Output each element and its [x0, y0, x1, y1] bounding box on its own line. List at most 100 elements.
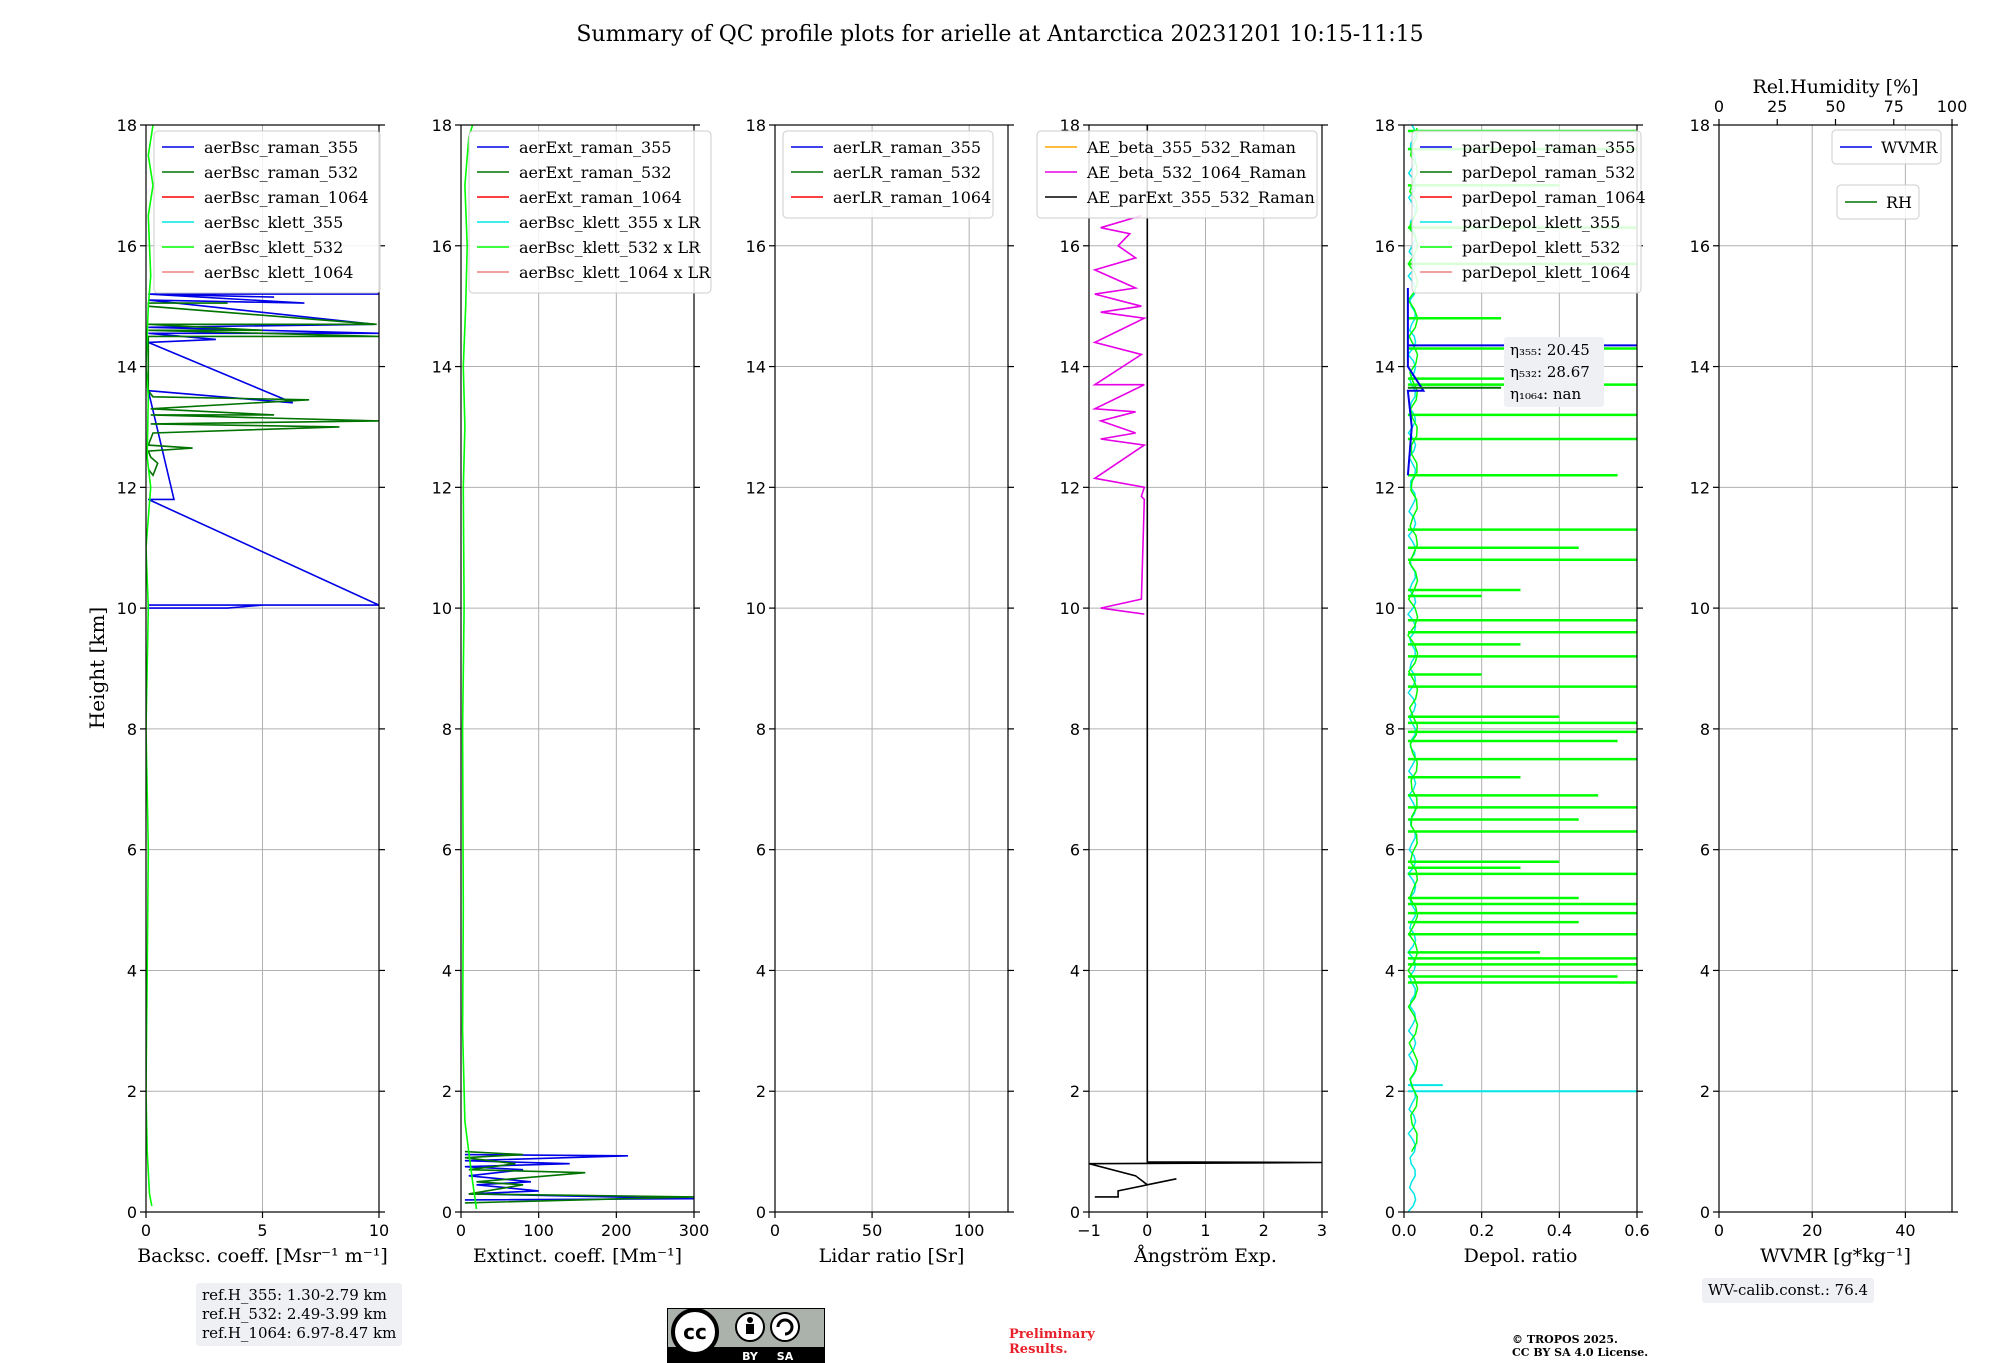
- axes-frame: [1403, 124, 1638, 1213]
- y-tick-label: 16: [1375, 237, 1395, 256]
- eta-annotation: η₃₅₅: 20.45 η₅₃₂: 28.67 η₁₀₆₄: nan: [1504, 337, 1604, 407]
- series-AE_beta_532_1064_Raman: [1091, 214, 1148, 615]
- legend-label: aerBsc_klett_355 x LR: [519, 213, 701, 232]
- axes-frame: [1718, 124, 1953, 1213]
- x2-axis-label: Rel.Humidity [%]: [1752, 76, 1918, 98]
- y-tick-label: 16: [117, 237, 137, 256]
- legend-label: parDepol_raman_355: [1462, 138, 1635, 157]
- x-tick-label: 2: [1259, 1221, 1269, 1240]
- x2-tick-label: 75: [1884, 97, 1904, 116]
- y-tick-label: 16: [746, 237, 766, 256]
- legend-lidar_ratio: aerLR_raman_355 aerLR_raman_532 aerLR_rama…: [782, 130, 994, 219]
- y-tick-label: 18: [117, 116, 137, 135]
- series-aerBsc_klett_532 x LR: [461, 125, 478, 1210]
- legend-box: [153, 130, 381, 294]
- figure-title: Summary of QC profile plots for arielle …: [576, 22, 1424, 47]
- sa-text: SA: [777, 1350, 794, 1363]
- y-tick-label: 2: [1385, 1082, 1395, 1101]
- legend-label: AE_parExt_355_532_Raman: [1086, 188, 1315, 207]
- legend-label: AE_beta_532_1064_Raman: [1086, 163, 1306, 182]
- y-tick-label: 14: [117, 358, 137, 377]
- x2-tick-label: 0: [1714, 97, 1724, 116]
- y-tick-label: 6: [442, 841, 452, 860]
- y-tick-label: 2: [1700, 1082, 1710, 1101]
- y-tick-label: 8: [442, 720, 452, 739]
- panel-backscatter: 0 2 4 6 8 10 12 14 16 18 0 5 10 Backsc. coeff. [Msr⁻¹…: [117, 116, 390, 1267]
- legend-box: [1831, 129, 1942, 165]
- legend-label: aerExt_raman_1064: [519, 188, 682, 207]
- ref-height-1064: ref.H_1064: 6.97-8.47 km: [202, 1324, 397, 1342]
- y-tick-label: 18: [1690, 116, 1710, 135]
- x-tick-label: 200: [601, 1221, 632, 1240]
- y-tick-label: 16: [1060, 237, 1080, 256]
- x-tick-label: −1: [1077, 1221, 1101, 1240]
- y-tick-label: 6: [1385, 841, 1395, 860]
- legend-label: parDepol_klett_1064: [1462, 263, 1631, 282]
- copyright-line-1: © TROPOS 2025.: [1512, 1333, 1618, 1346]
- series-parDepol_klett_355: [1407, 125, 1417, 1212]
- panel-depol: 0 2 4 6 8 10 12 14 16 18 0.0 0.2 0.4 0.6 Depol. ratio p…: [1375, 116, 1650, 1267]
- wv-calib-const: WV-calib.const.: 76.4: [1708, 1281, 1869, 1299]
- y-tick-label: 8: [1070, 720, 1080, 739]
- y-tick-label: 10: [1690, 599, 1710, 618]
- y-tick-label: 12: [1690, 478, 1710, 497]
- legend-rh: RH: [1836, 184, 1920, 220]
- x-tick-label: 50: [862, 1221, 882, 1240]
- y-tick-label: 4: [756, 961, 766, 980]
- ref-height-532: ref.H_532: 2.49-3.99 km: [202, 1305, 387, 1323]
- y-tick-label: 10: [117, 599, 137, 618]
- legend-label: aerExt_raman_355: [519, 138, 672, 157]
- y-tick-label: 6: [127, 841, 137, 860]
- y-tick-label: 8: [127, 720, 137, 739]
- x-axis-label: Backsc. coeff. [Msr⁻¹ m⁻¹]: [137, 1245, 388, 1267]
- x-tick-label: 0.6: [1624, 1221, 1649, 1240]
- copyright-note: © TROPOS 2025. CC BY SA 4.0 License.: [1512, 1333, 1648, 1359]
- series-aerBsc_klett_532: [146, 125, 154, 1207]
- x-tick-label: 5: [257, 1221, 267, 1240]
- y-tick-label: 4: [1070, 961, 1080, 980]
- cc-text: cc: [683, 1320, 707, 1344]
- y-tick-label: 8: [1385, 720, 1395, 739]
- legend-box: [782, 130, 994, 219]
- legend-wvmr: WVMR: [1831, 129, 1942, 165]
- legend-depol: parDepol_raman_355 parDepol_raman_532 parD…: [1411, 130, 1646, 294]
- legend-box: [1411, 130, 1642, 294]
- y-tick-label: 0: [756, 1203, 766, 1222]
- series-aerBsc_raman_355: [147, 293, 379, 609]
- panel-extinction: 0 2 4 6 8 10 12 14 16 18 0 100 200 300 Extinct. coeff.…: [432, 116, 712, 1267]
- preliminary-note: Preliminary Results.: [1009, 1327, 1095, 1357]
- y-tick-label: 0: [1385, 1203, 1395, 1222]
- x-tick-label: 0: [141, 1221, 151, 1240]
- y-tick-label: 18: [432, 116, 452, 135]
- legend-box: [468, 130, 712, 294]
- y-tick-label: 6: [1070, 841, 1080, 860]
- y-tick-label: 14: [1375, 358, 1395, 377]
- y-tick-label: 16: [1690, 237, 1710, 256]
- legend-label: aerBsc_raman_1064: [204, 188, 369, 207]
- series-aerBsc_raman_532: [147, 302, 379, 477]
- copyright-line-2: CC BY SA 4.0 License.: [1512, 1346, 1649, 1359]
- legend-label: AE_beta_355_532_Raman: [1086, 138, 1296, 157]
- x-axis-label: Extinct. coeff. [Mm⁻¹]: [473, 1245, 682, 1267]
- legend-backscatter: aerBsc_raman_355 aerBsc_raman_532 aerBsc_r…: [153, 130, 381, 294]
- y-tick-label: 12: [1060, 478, 1080, 497]
- legend-label: aerLR_raman_1064: [833, 188, 991, 207]
- y-tick-label: 8: [756, 720, 766, 739]
- y-tick-label: 4: [1385, 961, 1395, 980]
- series-parDepol_raman_355: [1406, 288, 1426, 476]
- y-axis-label: Height [km]: [85, 607, 109, 729]
- series-parDepol_klett_532: [1407, 127, 1419, 1152]
- y-tick-label: 0: [1070, 1203, 1080, 1222]
- y-tick-label: 6: [1700, 841, 1710, 860]
- legend-label: parDepol_klett_532: [1462, 238, 1620, 257]
- y-tick-label: 14: [1690, 358, 1710, 377]
- preliminary-line-2: Results.: [1009, 1342, 1068, 1357]
- legend-label: aerBsc_raman_355: [204, 138, 358, 157]
- x-axis-label: Lidar ratio [Sr]: [819, 1245, 965, 1267]
- annotation-box: [1504, 337, 1604, 407]
- y-tick-label: 10: [1375, 599, 1395, 618]
- legend-angstrom: AE_beta_355_532_Raman AE_beta_532_1064_Ra…: [1036, 130, 1318, 219]
